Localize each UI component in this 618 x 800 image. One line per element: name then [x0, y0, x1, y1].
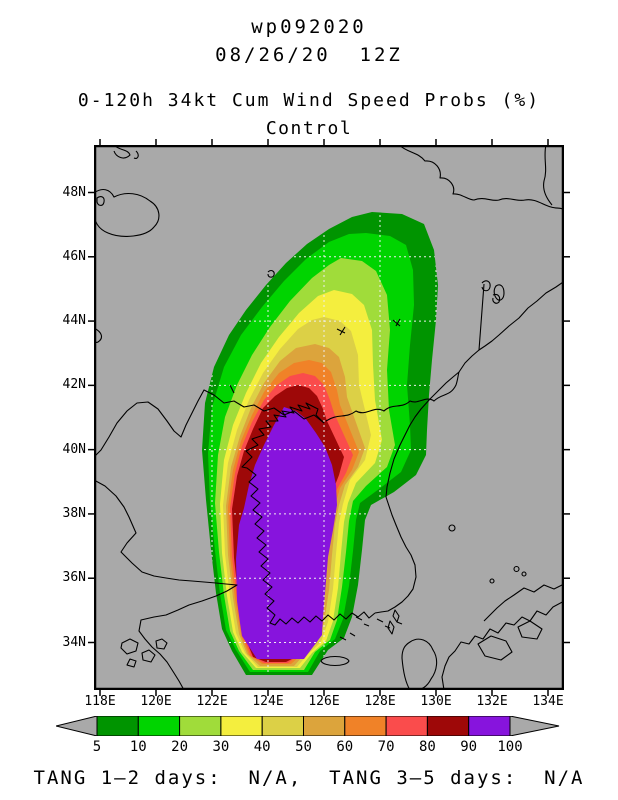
x-axis-label-134E: 134E: [532, 694, 564, 709]
colorbar-arrow-right: [509, 716, 560, 736]
x-axis-label-130E: 130E: [420, 694, 452, 709]
x-axis-label-128E: 128E: [364, 694, 396, 709]
colorbar-value-10: 10: [129, 739, 147, 755]
colorbar-value-70: 70: [377, 739, 395, 755]
colorbar-svg: [56, 716, 560, 736]
y-axis-label-46N: 46N: [62, 248, 86, 264]
y-axis-label-34N: 34N: [62, 634, 86, 650]
tang-status-text: TANG 1–2 days: N/A, TANG 3–5 days: N/A: [33, 767, 585, 789]
colorbar-value-50: 50: [295, 739, 312, 755]
colorbar-segment-60: [344, 716, 387, 736]
colorbar-value-60: 60: [336, 739, 354, 755]
colorbar-segment-20: [179, 716, 222, 736]
colorbar-segment-80: [426, 716, 470, 736]
probability-bands: [202, 212, 438, 675]
probability-map-canvas: [94, 145, 564, 690]
storm-id-title: wp092020: [251, 16, 367, 38]
colorbar-segment-5: [96, 716, 139, 736]
init-datetime-title: 08/26/20 12Z: [215, 44, 403, 66]
member-title: Control: [265, 118, 353, 139]
colorbar-segment-40: [261, 716, 304, 736]
y-axis-label-40N: 40N: [62, 441, 86, 457]
y-axis-label-48N: 48N: [62, 184, 86, 200]
x-axis-label-118E: 118E: [84, 694, 116, 709]
colorbar-segment-70: [385, 716, 428, 736]
x-axis-label-132E: 132E: [476, 694, 508, 709]
x-axis-label-122E: 122E: [196, 694, 228, 709]
colorbar-value-40: 40: [253, 739, 271, 755]
colorbar: [56, 716, 562, 736]
y-axis-label-44N: 44N: [62, 313, 86, 329]
y-axis-label-38N: 38N: [62, 505, 86, 521]
y-axis-label-42N: 42N: [62, 377, 86, 393]
colorbar-value-20: 20: [171, 739, 189, 755]
colorbar-segment-50: [303, 716, 346, 736]
coastlines: [94, 145, 564, 690]
colorbar-value-80: 80: [418, 739, 436, 755]
prob-band-90: [236, 407, 337, 659]
map-border: [94, 145, 564, 690]
colorbar-segment-10: [137, 716, 181, 736]
colorbar-value-100: 100: [497, 739, 523, 755]
product-title: 0-120h 34kt Cum Wind Speed Probs (%): [77, 90, 541, 111]
colorbar-arrow-left: [56, 716, 98, 736]
map-svg: [94, 145, 564, 690]
colorbar-segment-90: [468, 716, 511, 736]
colorbar-segment-30: [220, 716, 263, 736]
x-axis-label-120E: 120E: [140, 694, 172, 709]
y-axis-label-36N: 36N: [62, 570, 86, 586]
x-axis-label-126E: 126E: [308, 694, 340, 709]
colorbar-value-5: 5: [92, 739, 102, 755]
colorbar-value-90: 90: [460, 739, 478, 755]
x-axis-label-124E: 124E: [252, 694, 284, 709]
colorbar-value-30: 30: [212, 739, 230, 755]
